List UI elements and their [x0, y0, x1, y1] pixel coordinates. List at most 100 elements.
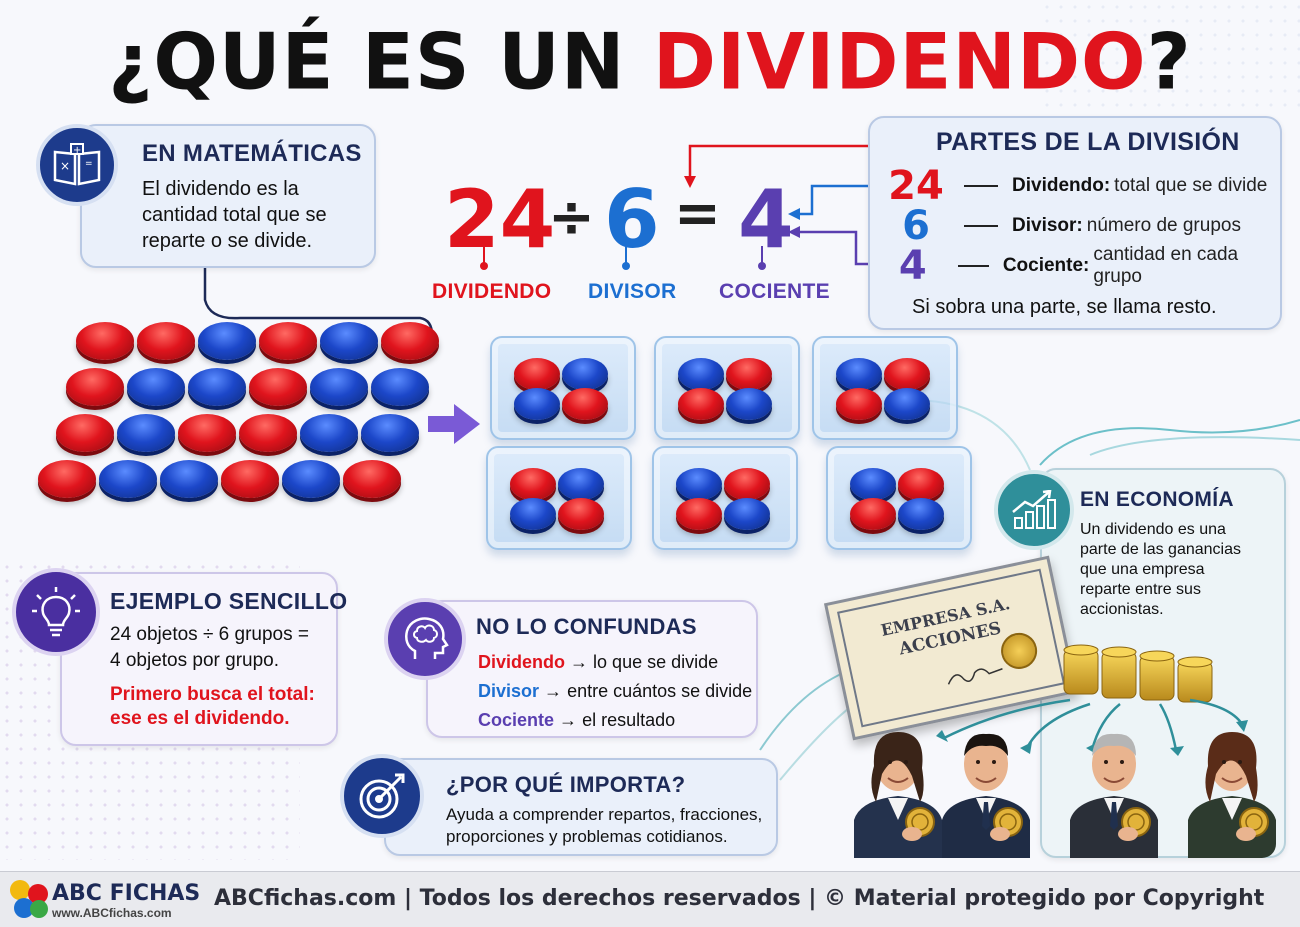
- econ-text: Un dividendo es una parte de las gananci…: [1080, 520, 1241, 620]
- econ-line: accionistas.: [1080, 601, 1164, 618]
- blue-counter: [514, 388, 560, 420]
- econ-line: parte de las ganancias: [1080, 541, 1241, 558]
- equals-sign: =: [674, 181, 721, 246]
- svg-text:×: ×: [60, 159, 70, 173]
- parts-heading: PARTES DE LA DIVISIÓN: [936, 128, 1240, 156]
- dash: [957, 265, 989, 267]
- page-title: ¿QUÉ ES UN DIVIDENDO?: [0, 13, 1300, 111]
- label-cociente: COCIENTE: [719, 280, 830, 303]
- why-card: [384, 758, 778, 856]
- confuse-list: Dividendo → lo que se divide Divisor → e…: [478, 648, 752, 735]
- confuse-term: Divisor: [478, 681, 540, 701]
- shareholder-figure: [1188, 732, 1276, 858]
- confuse-desc: el resultado: [582, 710, 676, 730]
- math-card: [80, 124, 376, 268]
- equation-dividend: 24: [444, 173, 556, 266]
- blue-counter: [562, 358, 608, 390]
- confuse-row: Divisor → entre cuántos se divide: [478, 677, 752, 706]
- footer: ABC FICHAS www.ABCfichas.com ABCfichas.c…: [0, 871, 1300, 927]
- blue-counter: [160, 460, 218, 498]
- tray: [812, 336, 958, 440]
- parts-row: 6 Divisor: número de grupos: [876, 203, 1241, 249]
- red-counter: [249, 368, 307, 406]
- red-counter: [239, 414, 297, 452]
- red-counter: [66, 368, 124, 406]
- blue-counter: [117, 414, 175, 452]
- arrow-right-icon: [428, 404, 480, 444]
- red-counter: [221, 460, 279, 498]
- footer-logo-url[interactable]: www.ABCfichas.com: [52, 906, 172, 920]
- share-certificate: EMPRESA S.A. ACCIONES: [823, 555, 1079, 741]
- blue-counter: [676, 468, 722, 500]
- blue-counter: [320, 322, 378, 360]
- tray: [826, 446, 972, 550]
- shareholder-figure: [854, 732, 942, 858]
- parts-row: 4 Cociente: cantidad en cada grupo: [876, 243, 1276, 289]
- red-counter: [137, 322, 195, 360]
- equation-quotient: 4: [738, 173, 794, 266]
- parts-row: 24 Dividendo: total que se divide: [876, 163, 1267, 209]
- red-counter: [259, 322, 317, 360]
- confuse-row: Dividendo → lo que se divide: [478, 648, 752, 677]
- parts-term: Divisor:: [1012, 215, 1083, 236]
- growth-chart-icon: [994, 470, 1074, 550]
- coin-stacks-icon: [1063, 644, 1213, 703]
- econ-line: reparte entre sus: [1080, 581, 1201, 598]
- equation-divisor: 6: [604, 173, 660, 266]
- math-text: El dividendo es la cantidad total que se…: [142, 178, 327, 252]
- red-counter: [562, 388, 608, 420]
- brain-head-icon: [384, 598, 466, 680]
- red-counter: [850, 498, 896, 530]
- parts-note: Si sobra una parte, se llama resto.: [912, 296, 1217, 318]
- blue-counter: [510, 498, 556, 530]
- confuse-arrow: →: [559, 710, 578, 730]
- red-counter: [178, 414, 236, 452]
- blue-counter: [99, 460, 157, 498]
- blue-counter: [198, 322, 256, 360]
- svg-text:+: +: [73, 145, 81, 156]
- confuse-arrow: →: [544, 681, 563, 701]
- red-counter: [676, 498, 722, 530]
- parts-desc: número de grupos: [1086, 215, 1241, 236]
- book-formulas-icon: × = +: [36, 124, 118, 206]
- red-counter: [56, 414, 114, 452]
- equation-pins: [480, 246, 766, 270]
- blue-counter: [188, 368, 246, 406]
- abc-logo-icon: [10, 880, 48, 920]
- parts-num: 4: [898, 243, 927, 289]
- red-counter: [510, 468, 556, 500]
- example-tip-1: Primero busca el total:: [110, 684, 315, 705]
- why-line-1: Ayuda a comprender repartos, fracciones,: [446, 805, 763, 824]
- red-counter: [884, 358, 930, 390]
- blue-counter: [361, 414, 419, 452]
- red-counter: [724, 468, 770, 500]
- example-line-2: 4 objetos por grupo.: [110, 650, 280, 671]
- tray: [486, 446, 632, 550]
- blue-counter: [300, 414, 358, 452]
- dash: [964, 225, 998, 227]
- confuse-heading: NO LO CONFUNDAS: [476, 614, 697, 639]
- example-card: [60, 572, 338, 746]
- blue-counter: [678, 358, 724, 390]
- title-part-1: ¿QUÉ ES UN: [108, 16, 653, 107]
- lightbulb-icon: [12, 568, 100, 656]
- blue-counter: [724, 498, 770, 530]
- red-counter: [898, 468, 944, 500]
- confuse-row: Cociente → el resultado: [478, 706, 752, 735]
- confuse-term: Dividendo: [478, 652, 566, 672]
- parts-num: 6: [902, 203, 930, 249]
- parts-term: Cociente:: [1002, 255, 1090, 276]
- footer-logo-name: ABC FICHAS: [52, 881, 201, 906]
- confuse-desc: lo que se divide: [593, 652, 719, 672]
- footer-copyright: ABCfichas.com | Todos los derechos reser…: [214, 886, 1265, 911]
- example-line-1: 24 objetos ÷ 6 grupos =: [110, 624, 309, 645]
- why-line-2: proporciones y problemas cotidianos.: [446, 827, 728, 846]
- signature-icon: [947, 668, 1003, 685]
- confuse-card: [426, 600, 758, 738]
- red-counter: [343, 460, 401, 498]
- parts-card: [868, 116, 1282, 330]
- example-tip-2: ese es el dividendo.: [110, 708, 290, 729]
- why-heading: ¿POR QUÉ IMPORTA?: [446, 772, 686, 797]
- parts-term: Dividendo:: [1012, 175, 1111, 196]
- confuse-desc: entre cuántos se divide: [567, 681, 753, 701]
